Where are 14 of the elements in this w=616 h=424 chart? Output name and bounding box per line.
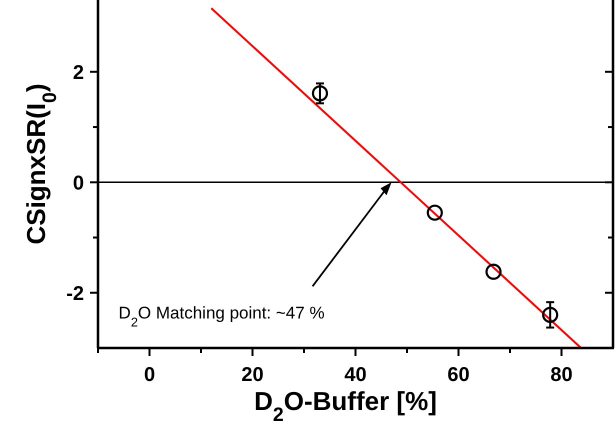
point — [312, 85, 328, 102]
x-tick-label: 40 — [344, 364, 367, 386]
annotation: D$_{2}$O Matching point: ~47 % — [118, 303, 325, 329]
x-axis-title: D$_{2}$O-Buffer [%] — [254, 386, 437, 424]
x-tick-label: 80 — [550, 364, 573, 386]
x-tick-label: 0 — [144, 364, 156, 386]
point — [485, 264, 502, 280]
y-tick-label: 2 — [72, 62, 84, 84]
point — [426, 204, 443, 221]
x-tick-label: 60 — [447, 364, 470, 386]
x-tick-label: 20 — [241, 364, 264, 386]
point — [542, 306, 558, 323]
y-tick-label: 0 — [72, 172, 84, 194]
y-tick-label: -2 — [66, 282, 84, 305]
